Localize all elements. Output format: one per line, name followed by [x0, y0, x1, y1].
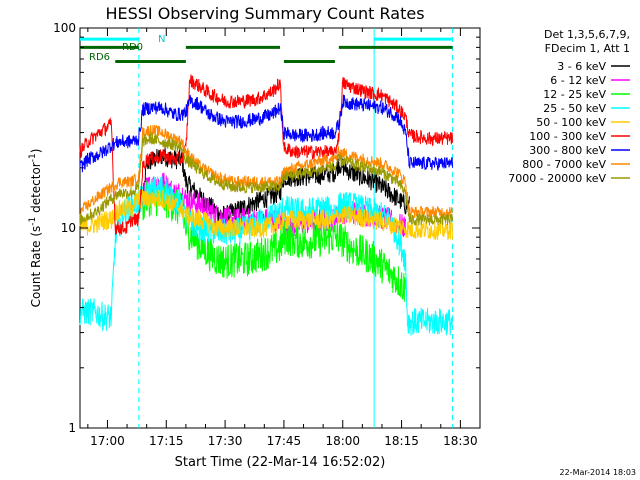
legend-label-2: 12 - 25 keV — [543, 88, 606, 101]
y-axis-label: Count Rate (s-1 detector-1) — [28, 149, 43, 308]
y-tick-label-1: 10 — [61, 221, 76, 235]
x-tick-label-2: 17:30 — [208, 434, 243, 448]
status-bars — [80, 37, 453, 63]
rd0-bar-label: RD0 — [122, 42, 143, 53]
n-marker-label: N — [158, 34, 165, 45]
series-line-6 — [79, 94, 453, 173]
legend-label-5: 100 - 300 keV — [529, 130, 606, 143]
x-tick-label-3: 17:45 — [267, 434, 302, 448]
footer-timestamp: 22-Mar-2014 18:03 — [560, 468, 637, 477]
y-tick-label-0: 1 — [68, 421, 76, 435]
series-line-5 — [79, 74, 453, 236]
legend-label-0: 3 - 6 keV — [557, 60, 606, 73]
x-tick-label-6: 18:30 — [443, 434, 478, 448]
series-line-4 — [79, 189, 453, 241]
x-tick-label-5: 18:15 — [384, 434, 419, 448]
legend-label-7: 800 - 7000 keV — [522, 158, 606, 171]
legend-header-line-2: FDecim 1, Att 1 — [545, 42, 630, 55]
legend-label-1: 6 - 12 keV — [550, 74, 606, 87]
x-tick-label-1: 17:15 — [149, 434, 184, 448]
legend-label-8: 7000 - 20000 keV — [508, 172, 606, 185]
legend-label-3: 25 - 50 keV — [543, 102, 606, 115]
series-line-2 — [142, 180, 406, 302]
legend-header-line-1: Det 1,3,5,6,7,9, — [544, 28, 630, 41]
series-line-0 — [142, 147, 410, 225]
x-tick-label-4: 18:00 — [325, 434, 360, 448]
legend-label-6: 300 - 800 keV — [529, 144, 606, 157]
rd6-bar-label: RD6 — [89, 52, 110, 63]
series-line-8 — [79, 131, 453, 227]
legend-label-4: 50 - 100 keV — [536, 116, 606, 129]
chart-title: HESSI Observing Summary Count Rates — [105, 4, 424, 23]
x-tick-label-0: 17:00 — [90, 434, 125, 448]
y-tick-label-2: 100 — [53, 21, 76, 35]
axes: 17:00 17:15 17:30 17:45 18:00 18:15 18:30 1 10 10… — [53, 21, 480, 448]
series-lines — [79, 74, 453, 336]
x-axis-label: Start Time (22-Mar-14 16:52:02) — [175, 455, 386, 470]
